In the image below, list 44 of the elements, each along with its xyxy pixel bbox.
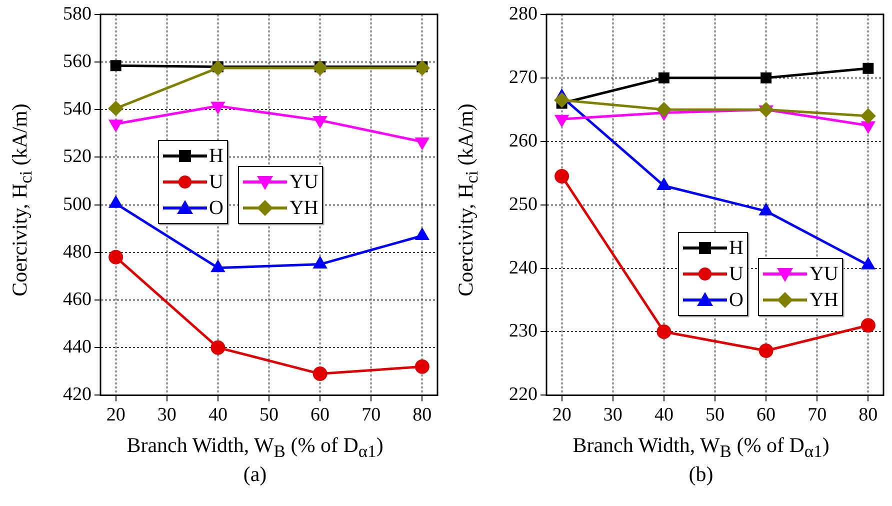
- x-tick-label: 50: [260, 404, 278, 426]
- x-tick-label: 30: [157, 404, 176, 426]
- x-tick-label: 40: [208, 404, 228, 426]
- legend-label: O: [209, 196, 224, 220]
- text: (a): [243, 462, 267, 487]
- y-tick-label: 270: [509, 66, 538, 88]
- y-tick-label: 440: [63, 336, 92, 358]
- x-tick-label: 40: [654, 404, 674, 426]
- x-tick-label: 70: [808, 404, 827, 426]
- y-tick-label: 220: [509, 384, 538, 406]
- legend-label: U: [209, 170, 224, 194]
- legend-label: H: [209, 144, 224, 168]
- y-tick-label: 280: [509, 3, 538, 24]
- x-tick-label: 80: [858, 404, 878, 426]
- y-tick-label: 420: [63, 384, 92, 406]
- x-tick-label: 60: [310, 404, 330, 426]
- x-axis-title: Branch Width, W$_{B}$ (% of D$_{α1}$): [572, 433, 830, 462]
- y-tick-label: 230: [509, 320, 538, 342]
- legend-label: YH: [809, 288, 838, 312]
- y-tick-label: 240: [509, 257, 538, 278]
- y-tick-label: 520: [63, 146, 92, 168]
- legend-label: H: [729, 236, 744, 260]
- y-tick-label: 500: [63, 194, 92, 215]
- legend-label: YU: [289, 170, 318, 194]
- y-tick-label: 480: [63, 241, 92, 262]
- x-tick-label: 30: [603, 404, 622, 426]
- legend-label: U: [729, 262, 744, 286]
- y-tick-label: 260: [509, 130, 538, 152]
- x-axis-title: Branch Width, W$_{B}$ (% of D$_{α1}$): [126, 433, 384, 462]
- y-tick-label: 460: [63, 288, 92, 310]
- x-tick-label: 60: [756, 404, 776, 426]
- x-tick-label: 20: [552, 404, 572, 426]
- text: (b): [688, 462, 714, 487]
- y-tick-label: 540: [63, 98, 92, 120]
- x-tick-label: 80: [412, 404, 432, 426]
- legend-label: YH: [289, 196, 318, 220]
- legend-label: O: [729, 288, 744, 312]
- y-tick-label: 560: [63, 50, 92, 72]
- x-tick-label: 50: [706, 404, 724, 426]
- y-tick-label: 250: [509, 194, 538, 215]
- x-tick-label: 70: [362, 404, 381, 426]
- y-tick-label: 580: [63, 3, 92, 24]
- x-tick-label: 20: [106, 404, 126, 426]
- legend-label: YU: [809, 262, 838, 286]
